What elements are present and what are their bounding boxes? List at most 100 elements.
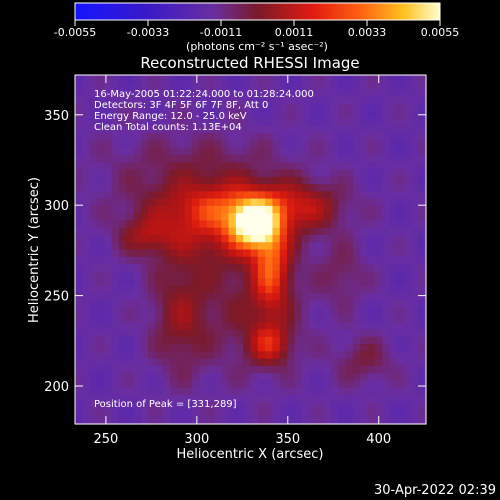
heatmap-cell: [82, 373, 91, 381]
heatmap-cell: [126, 213, 135, 222]
heatmap-cell: [287, 213, 295, 222]
heatmap-cell: [155, 300, 164, 309]
heatmap-cell: [411, 314, 420, 323]
heatmap-cell: [382, 278, 391, 287]
heatmap-cell: [257, 351, 266, 360]
heatmap-cell: [352, 184, 361, 192]
heatmap-cell: [96, 162, 105, 171]
heatmap-cell: [338, 205, 347, 214]
heatmap-cell: [235, 220, 244, 229]
heatmap-cell: [96, 387, 105, 396]
heatmap-cell: [184, 82, 193, 91]
heatmap-cell: [374, 249, 383, 258]
heatmap-cell: [323, 184, 332, 192]
heatmap-cell: [294, 75, 303, 83]
heatmap-cell: [411, 89, 420, 98]
heatmap-cell: [382, 249, 391, 258]
heatmap-cell: [272, 336, 281, 345]
heatmap-cell: [323, 147, 332, 156]
heatmap-cell: [309, 387, 317, 396]
colorbar-tick-label: -0.0055: [54, 26, 96, 39]
heatmap-cell: [257, 213, 266, 222]
heatmap-cell: [96, 314, 105, 323]
heatmap-cell: [265, 154, 274, 163]
heatmap-cell: [338, 125, 347, 134]
heatmap-cell: [294, 227, 303, 236]
heatmap-cell: [279, 96, 288, 105]
heatmap-cell: [360, 271, 369, 280]
heatmap-cell: [199, 271, 208, 280]
heatmap-cell: [177, 89, 186, 98]
heatmap-cell: [126, 198, 135, 207]
heatmap-cell: [148, 344, 157, 352]
heatmap-cell: [243, 380, 252, 389]
heatmap-cell: [206, 307, 215, 316]
heatmap-cell: [228, 89, 237, 98]
heatmap-cell: [162, 242, 171, 251]
heatmap-cell: [162, 249, 171, 258]
heatmap-cell: [418, 191, 427, 200]
heatmap-cell: [309, 176, 317, 185]
heatmap-cell: [345, 213, 354, 222]
heatmap-cell: [75, 256, 83, 265]
colorbar-tick-label: -0.0011: [200, 26, 242, 39]
heatmap-cell: [352, 336, 361, 345]
heatmap-cell: [360, 118, 369, 127]
heatmap-cell: [118, 314, 127, 323]
heatmap-cell: [352, 394, 361, 403]
heatmap-cell: [411, 351, 420, 360]
heatmap-cell: [206, 104, 215, 112]
heatmap-cell: [338, 89, 347, 98]
heatmap-cell: [133, 234, 142, 243]
heatmap-cell: [396, 242, 405, 251]
heatmap-cell: [396, 184, 405, 192]
heatmap-cell: [389, 154, 398, 163]
heatmap-cell: [192, 271, 200, 280]
heatmap-cell: [111, 293, 120, 301]
heatmap-cell: [382, 176, 391, 185]
heatmap-cell: [374, 373, 383, 381]
heatmap-cell: [213, 402, 222, 411]
heatmap-cell: [345, 351, 354, 360]
heatmap-cell: [221, 307, 230, 316]
heatmap-cell: [184, 329, 193, 338]
heatmap-cell: [250, 409, 259, 418]
heatmap-cell: [89, 402, 98, 411]
heatmap-cell: [287, 387, 295, 396]
heatmap-cell: [294, 242, 303, 251]
heatmap-cell: [265, 307, 274, 316]
heatmap-cell: [250, 278, 259, 287]
heatmap-cell: [82, 234, 91, 243]
heatmap-cell: [330, 133, 339, 142]
heatmap-cell: [118, 220, 127, 229]
heatmap-cell: [235, 234, 244, 243]
heatmap-cell: [104, 82, 113, 91]
heatmap-cell: [89, 409, 98, 418]
heatmap-cell: [389, 314, 398, 323]
heatmap-cell: [133, 402, 142, 411]
heatmap-cell: [257, 118, 266, 127]
heatmap-cell: [279, 416, 288, 425]
heatmap-cell: [352, 322, 361, 331]
heatmap-cell: [104, 140, 113, 149]
heatmap-cell: [418, 89, 427, 98]
heatmap-cell: [367, 300, 376, 309]
heatmap-cell: [96, 169, 105, 178]
heatmap-cell: [221, 351, 230, 360]
heatmap-cell: [243, 336, 252, 345]
heatmap-cell: [265, 322, 274, 331]
heatmap-cell: [82, 249, 91, 258]
heatmap-cell: [96, 104, 105, 112]
heatmap-cell: [250, 111, 259, 120]
heatmap-cell: [111, 205, 120, 214]
heatmap-cell: [228, 191, 237, 200]
heatmap-cell: [382, 242, 391, 251]
heatmap-cell: [345, 307, 354, 316]
heatmap-cell: [235, 242, 244, 251]
heatmap-cell: [411, 133, 420, 142]
heatmap-cell: [111, 307, 120, 316]
heatmap-cell: [133, 249, 142, 258]
heatmap-cell: [257, 307, 266, 316]
heatmap-cell: [170, 322, 178, 331]
heatmap-cell: [96, 176, 105, 185]
